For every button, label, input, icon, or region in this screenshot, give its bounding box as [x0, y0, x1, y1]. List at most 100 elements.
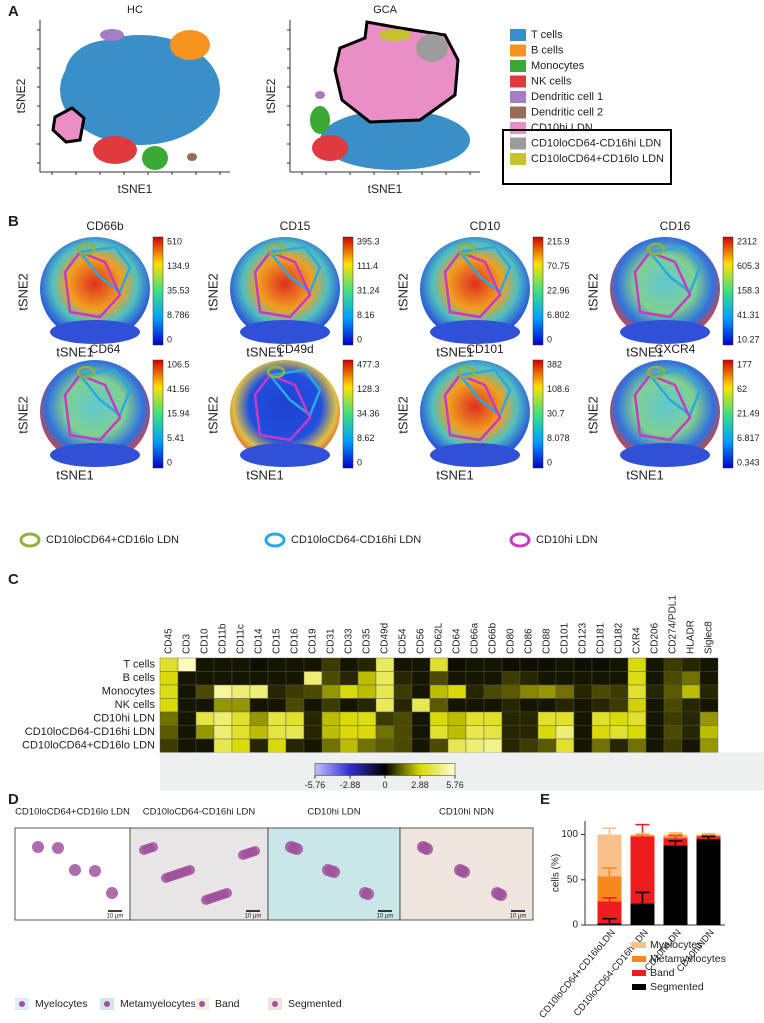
- tsne-map: [50, 320, 140, 344]
- colorbar-label: 35.53: [167, 285, 190, 295]
- cell: [161, 873, 171, 883]
- heatmap-cell: [645, 657, 665, 672]
- heatmap-cell: [447, 725, 467, 740]
- colorbar-label: 510: [167, 236, 182, 246]
- y-label: tSNE2: [205, 396, 220, 434]
- heatmap-cell: [303, 684, 323, 699]
- cluster: [315, 91, 325, 99]
- colorbar-label: 395.3: [357, 236, 380, 246]
- heatmap-cell: [609, 738, 629, 753]
- plot-title: GCA: [373, 4, 398, 16]
- heatmap-cell: [537, 738, 557, 753]
- y-label: tSNE2: [15, 396, 30, 434]
- cell: [458, 866, 470, 878]
- panel-label: D: [8, 791, 19, 808]
- cluster: [93, 136, 137, 164]
- heatmap-cell: [591, 725, 611, 740]
- gate: [456, 365, 476, 379]
- legend-swatch: [632, 956, 646, 962]
- colorbar-label: 158.3: [737, 285, 760, 295]
- legend-label: T cells: [531, 29, 563, 41]
- cluster: [310, 106, 330, 134]
- x-label: tSNE1: [118, 182, 153, 196]
- heatmap-cell: [537, 725, 557, 740]
- heatmap-cell: [249, 738, 269, 753]
- cluster: [187, 153, 197, 161]
- column-label: CD14: [254, 628, 265, 654]
- colorbar: [532, 236, 544, 346]
- gate: [647, 245, 702, 294]
- heatmap-cell: [159, 725, 179, 740]
- x-label: tSNE1: [436, 344, 474, 359]
- heatmap-cell: [375, 738, 395, 753]
- heatmap-cell: [213, 698, 233, 713]
- heatmap-cell: [573, 684, 593, 699]
- colorbar-label: 111.4: [357, 261, 378, 271]
- colorbar-label: 8.078: [547, 433, 570, 443]
- heatmap-cell: [447, 738, 467, 753]
- colorbar-label: 215.9: [547, 236, 570, 246]
- plot-title: CD16: [660, 219, 691, 233]
- cell: [201, 895, 211, 905]
- column-label: CD33: [344, 628, 355, 654]
- x-label: tSNE1: [246, 344, 284, 359]
- heatmap-cell: [663, 738, 683, 753]
- column-label: CD206: [650, 622, 661, 654]
- legend-swatch: [632, 970, 646, 976]
- legend-icon: [199, 1001, 205, 1007]
- tsne-map: [230, 360, 340, 464]
- heatmap-cell: [573, 711, 593, 726]
- gate: [646, 365, 666, 379]
- heatmap-cell: [195, 698, 215, 713]
- heatmap-cell: [681, 671, 701, 686]
- heatmap-cell: [681, 738, 701, 753]
- heatmap-cell: [393, 738, 413, 753]
- heatmap-cell: [159, 684, 179, 699]
- heatmap-cell: [555, 711, 575, 726]
- heatmap-cell: [357, 684, 377, 699]
- legend-label: Segmented: [650, 981, 704, 993]
- tsne-map: [240, 443, 330, 467]
- heatmap-cell: [411, 725, 431, 740]
- heatmap-cell: [663, 698, 683, 713]
- colorbar-label: 6.817: [737, 433, 760, 443]
- image-title: CD10loCD64+CD16lo LDN: [15, 807, 130, 818]
- tsne-map: [420, 237, 530, 341]
- heatmap-cell: [591, 738, 611, 753]
- heatmap-cell: [321, 657, 341, 672]
- colorbar-label: 382: [547, 359, 562, 369]
- heatmap-cell: [303, 725, 323, 740]
- heatmap-cell: [645, 711, 665, 726]
- legend-label: CD10hi LDN: [531, 122, 593, 134]
- heatmap-cell: [231, 657, 251, 672]
- heatmap-cell: [321, 725, 341, 740]
- colorbar-label: 2.88: [411, 780, 429, 790]
- cluster: [312, 135, 348, 161]
- heatmap-cell: [627, 698, 647, 713]
- colorbar: [152, 236, 164, 346]
- tsne-map: [40, 237, 150, 341]
- heatmap-cell: [375, 698, 395, 713]
- heatmap-cell: [411, 671, 431, 686]
- colorbar-label: 0: [357, 457, 362, 467]
- legend-ring: [509, 532, 531, 548]
- colorbar-label: 5.76: [446, 780, 464, 790]
- heatmap-cell: [573, 725, 593, 740]
- scale-label: 10 µm: [245, 914, 262, 920]
- heatmap-cell: [429, 725, 449, 740]
- heatmap-cell: [573, 671, 593, 686]
- column-label: CD19: [308, 628, 319, 654]
- heatmap-cell: [627, 711, 647, 726]
- legend-icon: [19, 1001, 25, 1007]
- heatmap-cell: [465, 725, 485, 740]
- gate: [76, 242, 96, 256]
- image-title: CD10hi LDN: [307, 807, 360, 818]
- heatmap-cell: [393, 671, 413, 686]
- colorbar-label: 2312: [737, 236, 757, 246]
- legend-swatch: [510, 106, 526, 119]
- heatmap-cell: [411, 684, 431, 699]
- colorbar-label: 477.3: [357, 359, 380, 369]
- gate: [457, 368, 512, 417]
- heatmap-cell: [231, 671, 251, 686]
